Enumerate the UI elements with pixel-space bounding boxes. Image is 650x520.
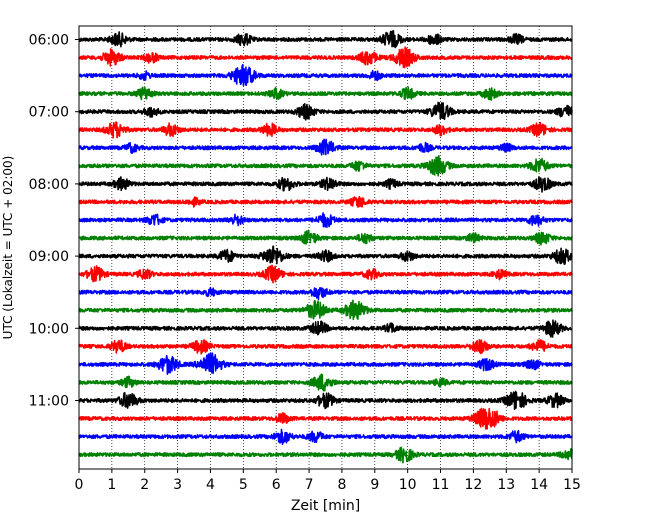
x-axis-ticks: 0 1 2 3 4 5 6 7 8 9 10 11 12 13 14 15 (75, 469, 581, 493)
x-tick-label: 13 (497, 477, 515, 493)
seismogram-trace (78, 286, 573, 301)
seismogram-trace (78, 101, 573, 121)
x-tick-label: 2 (140, 477, 149, 493)
seismogram-trace (78, 264, 573, 284)
x-tick-label: 10 (399, 477, 417, 493)
y-axis-title: UTC (Lokalzeit = UTC + 02:00) (1, 156, 15, 340)
x-tick-label: 6 (272, 477, 281, 493)
x-tick-label: 4 (206, 477, 215, 493)
seismogram-trace (78, 446, 573, 464)
seismogram-trace (78, 138, 573, 156)
seismogram-trace (78, 373, 573, 392)
x-grid (111, 26, 540, 469)
seismogram-trace (78, 176, 573, 193)
seismogram-trace (78, 212, 573, 228)
plot-frame (78, 25, 573, 470)
seismogram-trace (78, 154, 573, 177)
x-tick-label: 0 (75, 477, 84, 493)
seismogram-trace (78, 29, 573, 49)
seismogram-trace (78, 121, 573, 139)
x-axis-title: Zeit [min] (291, 498, 360, 514)
y-tick-label: 10:00 (29, 321, 69, 337)
y-tick-label: 06:00 (29, 33, 69, 49)
seismogram-trace (78, 352, 573, 375)
x-tick-label: 15 (563, 477, 581, 493)
y-tick-label: 11:00 (29, 394, 69, 410)
seismogram-trace (78, 299, 573, 321)
seismogram-trace (78, 428, 573, 446)
seismogram-trace (78, 46, 573, 69)
y-tick-label: 09:00 (29, 249, 69, 265)
seismogram-trace (78, 319, 573, 338)
traces (78, 29, 573, 464)
seismogram-trace (78, 195, 573, 208)
x-tick-label: 11 (432, 477, 450, 493)
y-tick-label: 07:00 (29, 105, 69, 121)
seismogram-trace (78, 245, 573, 265)
y-axis-ticks: 06:00 07:00 08:00 09:00 10:00 11:00 (29, 33, 79, 410)
x-tick-label: 5 (239, 477, 248, 493)
seismogram-trace (78, 407, 573, 430)
x-tick-label: 14 (530, 477, 548, 493)
x-tick-label: 8 (337, 477, 346, 493)
seismogram-trace (78, 390, 573, 411)
seismogram-trace (78, 229, 573, 246)
seismogram-trace (78, 63, 573, 87)
x-tick-label: 3 (173, 477, 182, 493)
x-tick-label: 12 (464, 477, 482, 493)
seismogram-trace (78, 338, 573, 355)
x-tick-label: 7 (305, 477, 314, 493)
seismogram-trace (78, 86, 573, 101)
y-tick-label: 08:00 (29, 177, 69, 193)
x-tick-label: 9 (370, 477, 379, 493)
x-tick-label: 1 (107, 477, 116, 493)
